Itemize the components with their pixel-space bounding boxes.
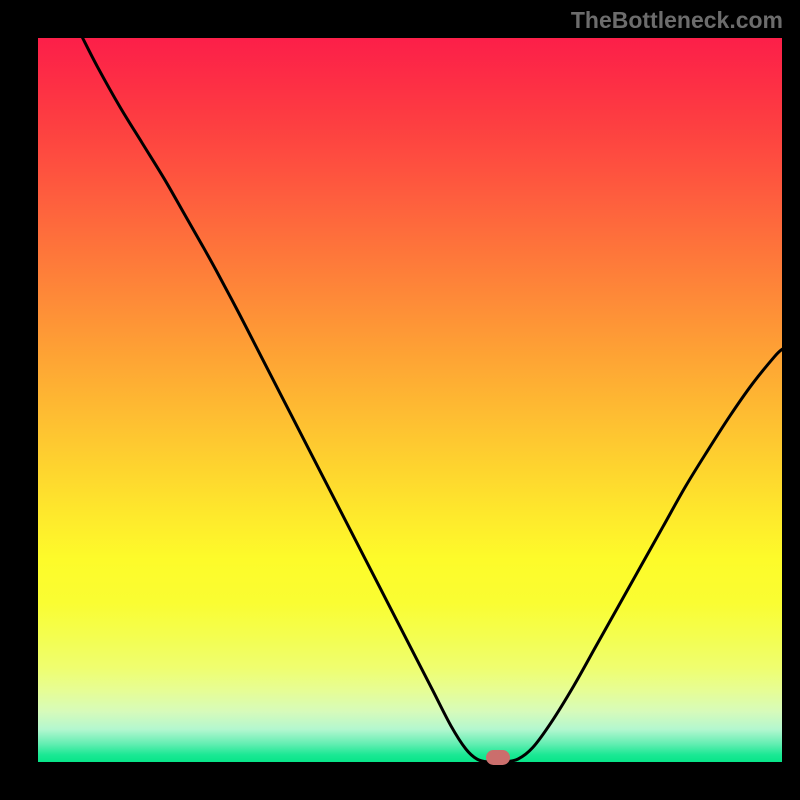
- optimal-point-marker: [486, 750, 510, 765]
- watermark-text: TheBottleneck.com: [571, 7, 783, 34]
- gradient-background: [38, 38, 782, 762]
- chart-svg: [38, 38, 782, 762]
- bottleneck-chart: [38, 38, 782, 762]
